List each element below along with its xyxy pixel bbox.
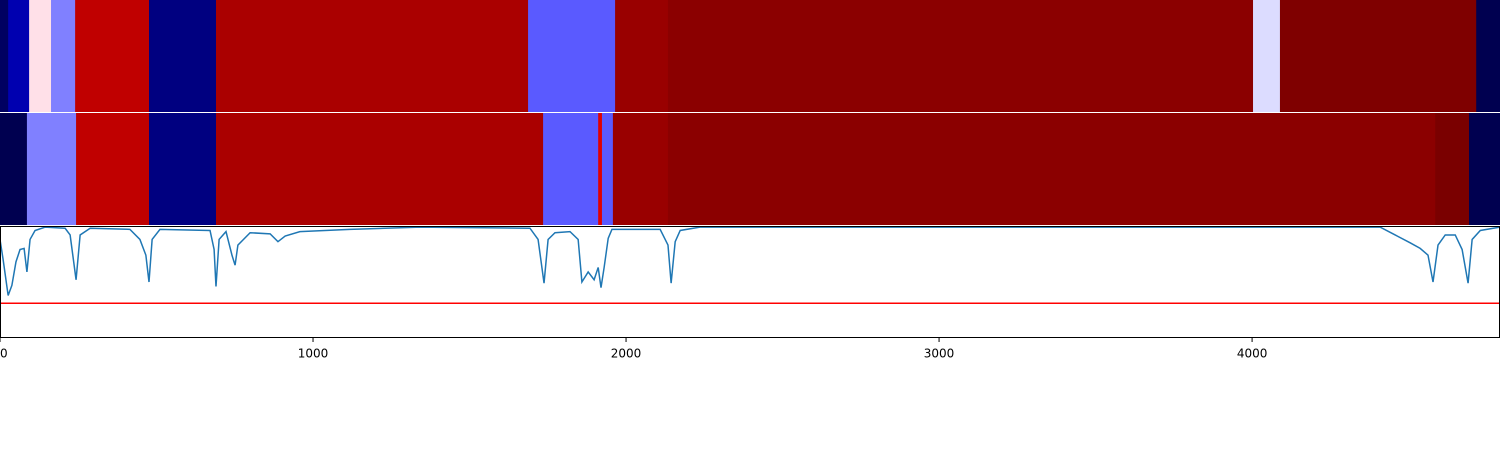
segment: [51, 0, 76, 112]
segment: [0, 0, 9, 112]
x-tick-label: 1000: [298, 347, 329, 361]
segment: [29, 0, 52, 112]
segment: [543, 113, 599, 225]
segment: [598, 113, 603, 225]
segment: [1253, 0, 1281, 112]
segment: [667, 0, 1254, 112]
segment: [1279, 0, 1477, 112]
segment: [601, 113, 614, 225]
line: [0, 226, 1500, 296]
plot-frame: [0, 226, 1500, 338]
segment: [215, 113, 544, 225]
segment: [667, 113, 1436, 225]
segment: [528, 0, 616, 112]
segment: [612, 113, 669, 225]
segment: [75, 0, 150, 112]
x-tick-label: 0: [0, 347, 8, 361]
segment: [148, 113, 217, 225]
x-tick-label: 4000: [1237, 347, 1268, 361]
x-tick-label: 3000: [924, 347, 955, 361]
segment: [215, 0, 529, 112]
segment: [26, 113, 77, 225]
segment: [1469, 113, 1500, 225]
segment: [8, 0, 30, 112]
segment: [0, 113, 28, 225]
segment: [148, 0, 217, 112]
segment: [615, 0, 669, 112]
segment: [1476, 0, 1500, 112]
segment: [1435, 113, 1470, 225]
x-tick-label: 2000: [611, 347, 642, 361]
segment: [76, 113, 150, 225]
